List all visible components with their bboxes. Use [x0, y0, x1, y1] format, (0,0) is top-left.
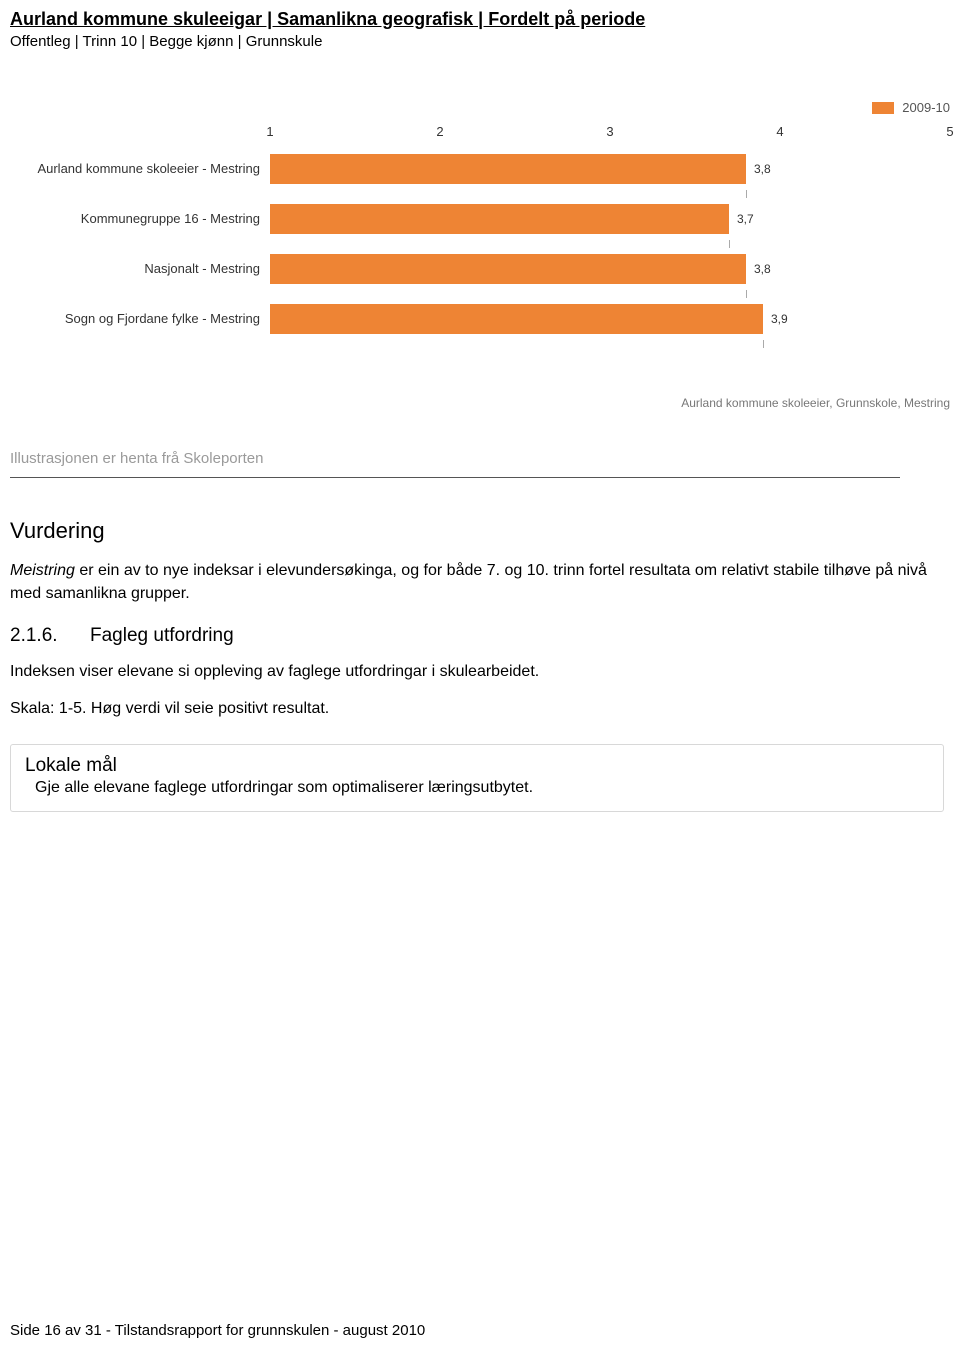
- bar-track: 3,7: [270, 194, 950, 244]
- bar-row: Nasjonalt - Mestring 3,8: [10, 244, 950, 294]
- section-heading: 2.1.6.Fagleg utfordring: [10, 625, 950, 647]
- bar-fill: [270, 254, 746, 284]
- vurdering-text: er ein av to nye indeksar i elevundersøk…: [10, 562, 927, 601]
- goal-body: Gje alle elevane faglege utfordringar so…: [25, 779, 929, 797]
- vurdering-heading: Vurdering: [10, 518, 950, 544]
- bar-track: 3,8: [270, 244, 950, 294]
- bar-label: Aurland kommune skoleeier - Mestring: [10, 161, 270, 178]
- bar-value: 3,8: [754, 262, 771, 276]
- source-note: Illustrasjonen er henta frå Skoleporten: [10, 450, 950, 467]
- axis-tick: 1: [266, 124, 273, 139]
- bar-row: Aurland kommune skoleeier - Mestring 3,8: [10, 144, 950, 194]
- page-subtitle: Offentleg | Trinn 10 | Begge kjønn | Gru…: [10, 33, 950, 50]
- bar-label: Nasjonalt - Mestring: [10, 261, 270, 278]
- bar-chart: 2009-10 1 2 3 4 5 Aurland kommune skoleeier …: [10, 100, 950, 380]
- axis-tick: 2: [436, 124, 443, 139]
- section-p2: Skala: 1-5. Høg verdi vil seie positivt …: [10, 698, 950, 720]
- bar-row: Sogn og Fjordane fylke - Mestring 3,9: [10, 294, 950, 344]
- bar-track: 3,8: [270, 144, 950, 194]
- section-number: 2.1.6.: [10, 625, 90, 647]
- bar-fill: [270, 154, 746, 184]
- x-axis-ticks: 12345: [270, 124, 950, 140]
- bar-value: 3,9: [771, 312, 788, 326]
- goal-box: Lokale mål Gje alle elevane faglege utfo…: [10, 744, 944, 812]
- section-title: Fagleg utfordring: [90, 625, 234, 646]
- bar-value: 3,8: [754, 162, 771, 176]
- goal-title: Lokale mål: [25, 755, 929, 777]
- bar-end-tick: [763, 340, 764, 348]
- axis-tick: 3: [606, 124, 613, 139]
- chart-legend: 2009-10: [872, 100, 950, 115]
- vurdering-lead: Meistring: [10, 562, 75, 579]
- bar-track: 3,9: [270, 294, 950, 344]
- legend-label: 2009-10: [902, 100, 950, 115]
- axis-tick: 5: [946, 124, 953, 139]
- bar-value: 3,7: [737, 212, 754, 226]
- page-footer: Side 16 av 31 - Tilstandsrapport for gru…: [10, 1322, 425, 1339]
- bar-fill: [270, 204, 729, 234]
- vurdering-paragraph: Meistring er ein av to nye indeksar i el…: [10, 560, 950, 605]
- axis-tick: 4: [776, 124, 783, 139]
- legend-swatch: [872, 102, 894, 114]
- bar-label: Kommunegruppe 16 - Mestring: [10, 211, 270, 228]
- bar-fill: [270, 304, 763, 334]
- section-p1: Indeksen viser elevane si oppleving av f…: [10, 661, 950, 683]
- bars-container: Aurland kommune skoleeier - Mestring 3,8 K…: [10, 144, 950, 344]
- divider: [10, 477, 900, 478]
- bar-row: Kommunegruppe 16 - Mestring 3,7: [10, 194, 950, 244]
- bar-label: Sogn og Fjordane fylke - Mestring: [10, 311, 270, 328]
- chart-caption: Aurland kommune skoleeier, Grunnskole, M…: [681, 396, 950, 410]
- page-title: Aurland kommune skuleeigar | Samanlikna …: [10, 8, 950, 31]
